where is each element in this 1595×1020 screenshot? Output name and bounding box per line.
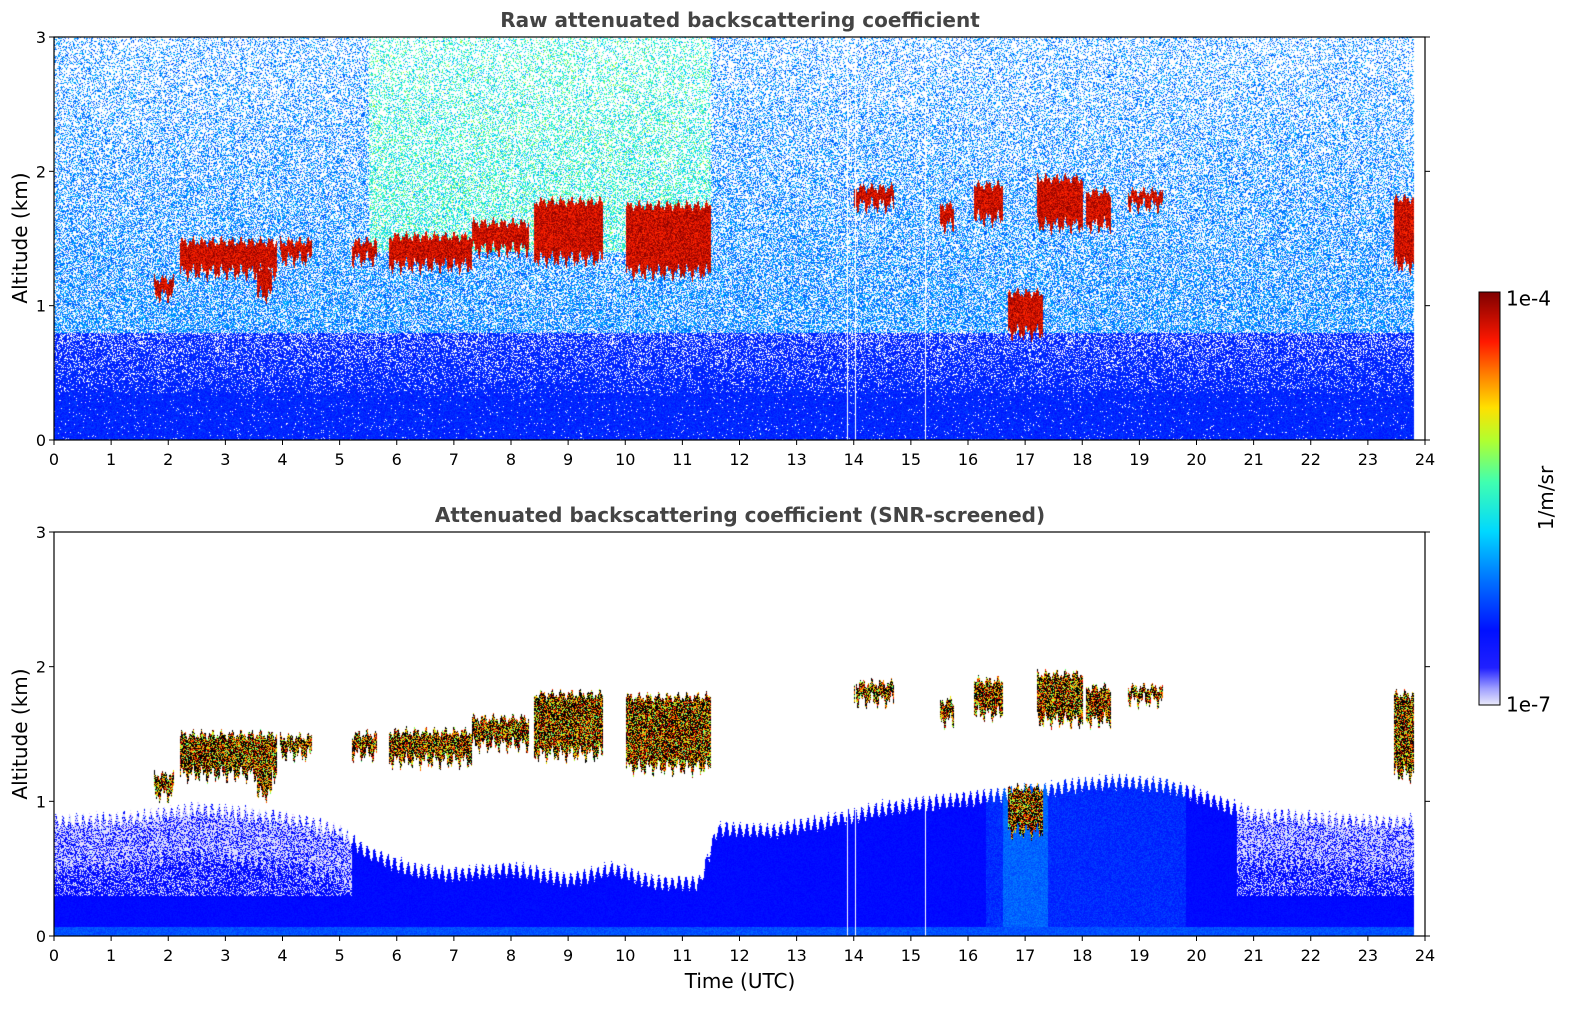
top-x-tick-label: 21 bbox=[1243, 450, 1263, 469]
top-x-tick-label: 8 bbox=[506, 450, 516, 469]
top-x-tick-label: 15 bbox=[901, 450, 921, 469]
top-y-axis-label: Altitude (km) bbox=[8, 172, 32, 303]
top-y-axis: 0 1 2 3 bbox=[36, 28, 1430, 450]
bottom-y-axis-label: Altitude (km) bbox=[8, 668, 32, 799]
top-x-tick-label: 22 bbox=[1301, 450, 1321, 469]
top-x-tick-label: 2 bbox=[163, 450, 173, 469]
bottom-x-tick-label: 1 bbox=[106, 946, 116, 965]
bottom-y-tick-label: 3 bbox=[36, 523, 46, 542]
bottom-chart-title: Attenuated backscattering coefficient (S… bbox=[435, 503, 1045, 527]
bottom-x-tick-label: 24 bbox=[1415, 946, 1435, 965]
top-x-tick-label: 18 bbox=[1072, 450, 1092, 469]
bottom-x-tick-label: 12 bbox=[729, 946, 749, 965]
top-x-tick-label: 14 bbox=[844, 450, 864, 469]
top-x-tick-label: 11 bbox=[672, 450, 692, 469]
bottom-x-tick-label: 14 bbox=[844, 946, 864, 965]
x-axis-label: Time (UTC) bbox=[684, 969, 796, 993]
top-x-tick-label: 16 bbox=[958, 450, 978, 469]
top-x-tick-label: 3 bbox=[220, 450, 230, 469]
bottom-x-tick-label: 0 bbox=[49, 946, 59, 965]
top-y-tick-label: 2 bbox=[36, 162, 46, 181]
top-x-tick-label: 10 bbox=[615, 450, 635, 469]
top-y-tick-label: 1 bbox=[36, 297, 46, 316]
top-x-tick-label: 17 bbox=[1015, 450, 1035, 469]
top-x-tick-label: 7 bbox=[449, 450, 459, 469]
colorbar-unit-label: 1/m/sr bbox=[1534, 465, 1558, 530]
colorbar-max-label: 1e-4 bbox=[1506, 287, 1551, 311]
bottom-x-tick-label: 4 bbox=[277, 946, 287, 965]
screened-backscatter-panel: Attenuated backscattering coefficient (S… bbox=[8, 503, 1435, 993]
raw-backscatter-panel: Raw attenuated backscattering coefficien… bbox=[8, 8, 1435, 469]
top-y-tick-label: 3 bbox=[36, 28, 46, 47]
bottom-x-tick-label: 11 bbox=[672, 946, 692, 965]
bottom-x-tick-label: 20 bbox=[1186, 946, 1206, 965]
top-x-tick-label: 0 bbox=[49, 450, 59, 469]
top-x-tick-label: 12 bbox=[729, 450, 749, 469]
bottom-x-tick-label: 13 bbox=[786, 946, 806, 965]
top-heatmap-image bbox=[54, 37, 1425, 440]
colorbar-gradient bbox=[1478, 291, 1501, 706]
bottom-x-tick-label: 15 bbox=[901, 946, 921, 965]
top-x-tick-label: 19 bbox=[1129, 450, 1149, 469]
top-x-tick-label: 23 bbox=[1358, 450, 1378, 469]
bottom-x-tick-label: 10 bbox=[615, 946, 635, 965]
bottom-heatmap-image bbox=[54, 532, 1425, 936]
bottom-x-tick-label: 18 bbox=[1072, 946, 1092, 965]
top-x-tick-label: 20 bbox=[1186, 450, 1206, 469]
top-x-tick-label: 24 bbox=[1415, 450, 1435, 469]
bottom-x-tick-label: 19 bbox=[1129, 946, 1149, 965]
bottom-x-tick-label: 7 bbox=[449, 946, 459, 965]
bottom-x-tick-label: 16 bbox=[958, 946, 978, 965]
bottom-y-axis: 0 1 2 3 bbox=[36, 523, 1430, 946]
bottom-x-tick-label: 8 bbox=[506, 946, 516, 965]
bottom-y-tick-label: 1 bbox=[36, 792, 46, 811]
bottom-x-tick-label: 9 bbox=[563, 946, 573, 965]
bottom-x-tick-label: 21 bbox=[1243, 946, 1263, 965]
top-x-tick-label: 6 bbox=[392, 450, 402, 469]
top-y-tick-label: 0 bbox=[36, 431, 46, 450]
top-x-tick-label: 5 bbox=[335, 450, 345, 469]
colorbar: 1e-4 1e-7 1/m/sr bbox=[1478, 287, 1558, 717]
top-x-tick-label: 4 bbox=[277, 450, 287, 469]
bottom-x-tick-label: 3 bbox=[220, 946, 230, 965]
top-x-tick-label: 13 bbox=[786, 450, 806, 469]
colorbar-min-label: 1e-7 bbox=[1506, 693, 1551, 717]
bottom-x-axis: 0 1 2 3 4 5 6 7 8 9 10 11 12 13 14 15 16 17 18 19 20 21 22 23 24 bbox=[49, 936, 1435, 965]
top-x-axis: 0 1 2 3 4 5 6 7 8 9 10 11 12 13 14 15 16 17 18 19 20 21 22 23 24 bbox=[49, 440, 1435, 469]
bottom-y-tick-label: 2 bbox=[36, 658, 46, 677]
top-x-tick-label: 1 bbox=[106, 450, 116, 469]
bottom-y-tick-label: 0 bbox=[36, 927, 46, 946]
top-x-tick-label: 9 bbox=[563, 450, 573, 469]
bottom-x-tick-label: 22 bbox=[1301, 946, 1321, 965]
bottom-x-tick-label: 6 bbox=[392, 946, 402, 965]
bottom-x-tick-label: 17 bbox=[1015, 946, 1035, 965]
bottom-x-tick-label: 23 bbox=[1358, 946, 1378, 965]
top-chart-title: Raw attenuated backscattering coefficien… bbox=[500, 8, 980, 32]
bottom-x-tick-label: 5 bbox=[335, 946, 345, 965]
bottom-x-tick-label: 2 bbox=[163, 946, 173, 965]
